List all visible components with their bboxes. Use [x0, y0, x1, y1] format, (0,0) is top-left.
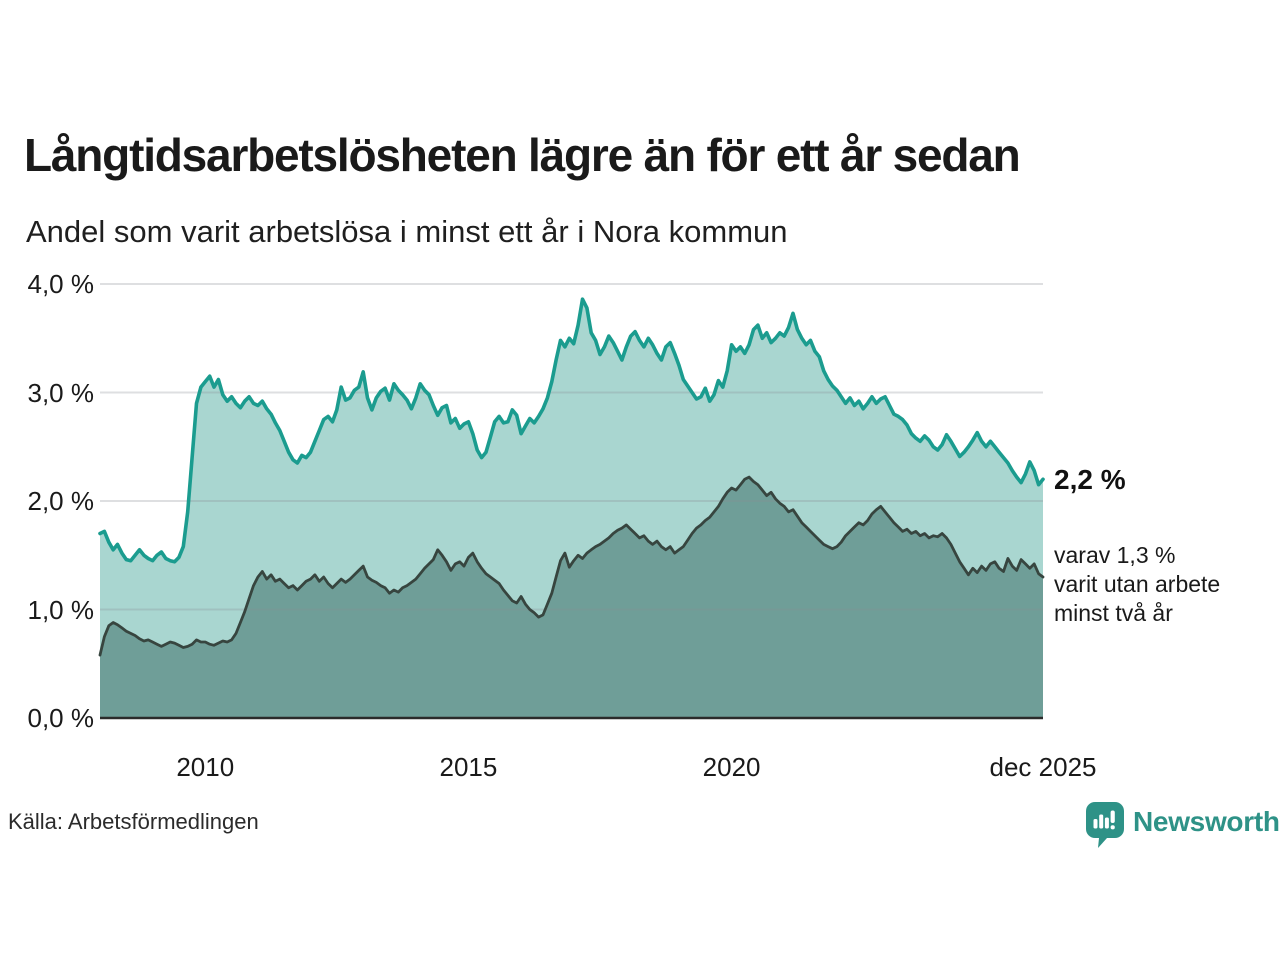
latest-value-label: 2,2 % [1054, 464, 1126, 495]
y-tick-0,0 %: 0,0 % [27, 703, 95, 733]
y-tick-3,0 %: 3,0 % [27, 377, 95, 408]
x-tick-2015: 2015 [439, 752, 498, 782]
newsworthy-wordmark: Newsworthy [1133, 806, 1280, 837]
secondary-annotation: varav 1,3 % varit utan arbete minst två … [1054, 541, 1220, 628]
newsworthy-logo: Newsworthy [1086, 802, 1280, 850]
chart-subtitle: Andel som varit arbetslösa i minst ett å… [26, 214, 788, 249]
annotation-line-2: varit utan arbete [1054, 571, 1221, 597]
y-tick-4,0 %: 4,0 % [27, 269, 95, 299]
source-note: Källa: Arbetsförmedlingen [8, 809, 259, 834]
x-tick-dec 2025: dec 2025 [989, 752, 1097, 782]
series-1-line [98, 297, 1045, 564]
x-tick-2010: 2010 [176, 752, 235, 782]
newsworthy-bubble-chart-icon [1086, 802, 1124, 848]
x-tick-2020: 2020 [702, 752, 761, 782]
y-tick-2,0 %: 2,0 % [27, 486, 95, 516]
series-2-line [98, 475, 1045, 657]
series-2-area [100, 477, 1043, 718]
annotation-line-1: varav 1,3 % [1054, 542, 1176, 568]
annotation-line-3: minst två år [1054, 600, 1173, 626]
y-tick-1,0 %: 1,0 % [27, 594, 95, 625]
page-title: Långtidsarbetslösheten lägre än för ett … [24, 129, 1021, 181]
